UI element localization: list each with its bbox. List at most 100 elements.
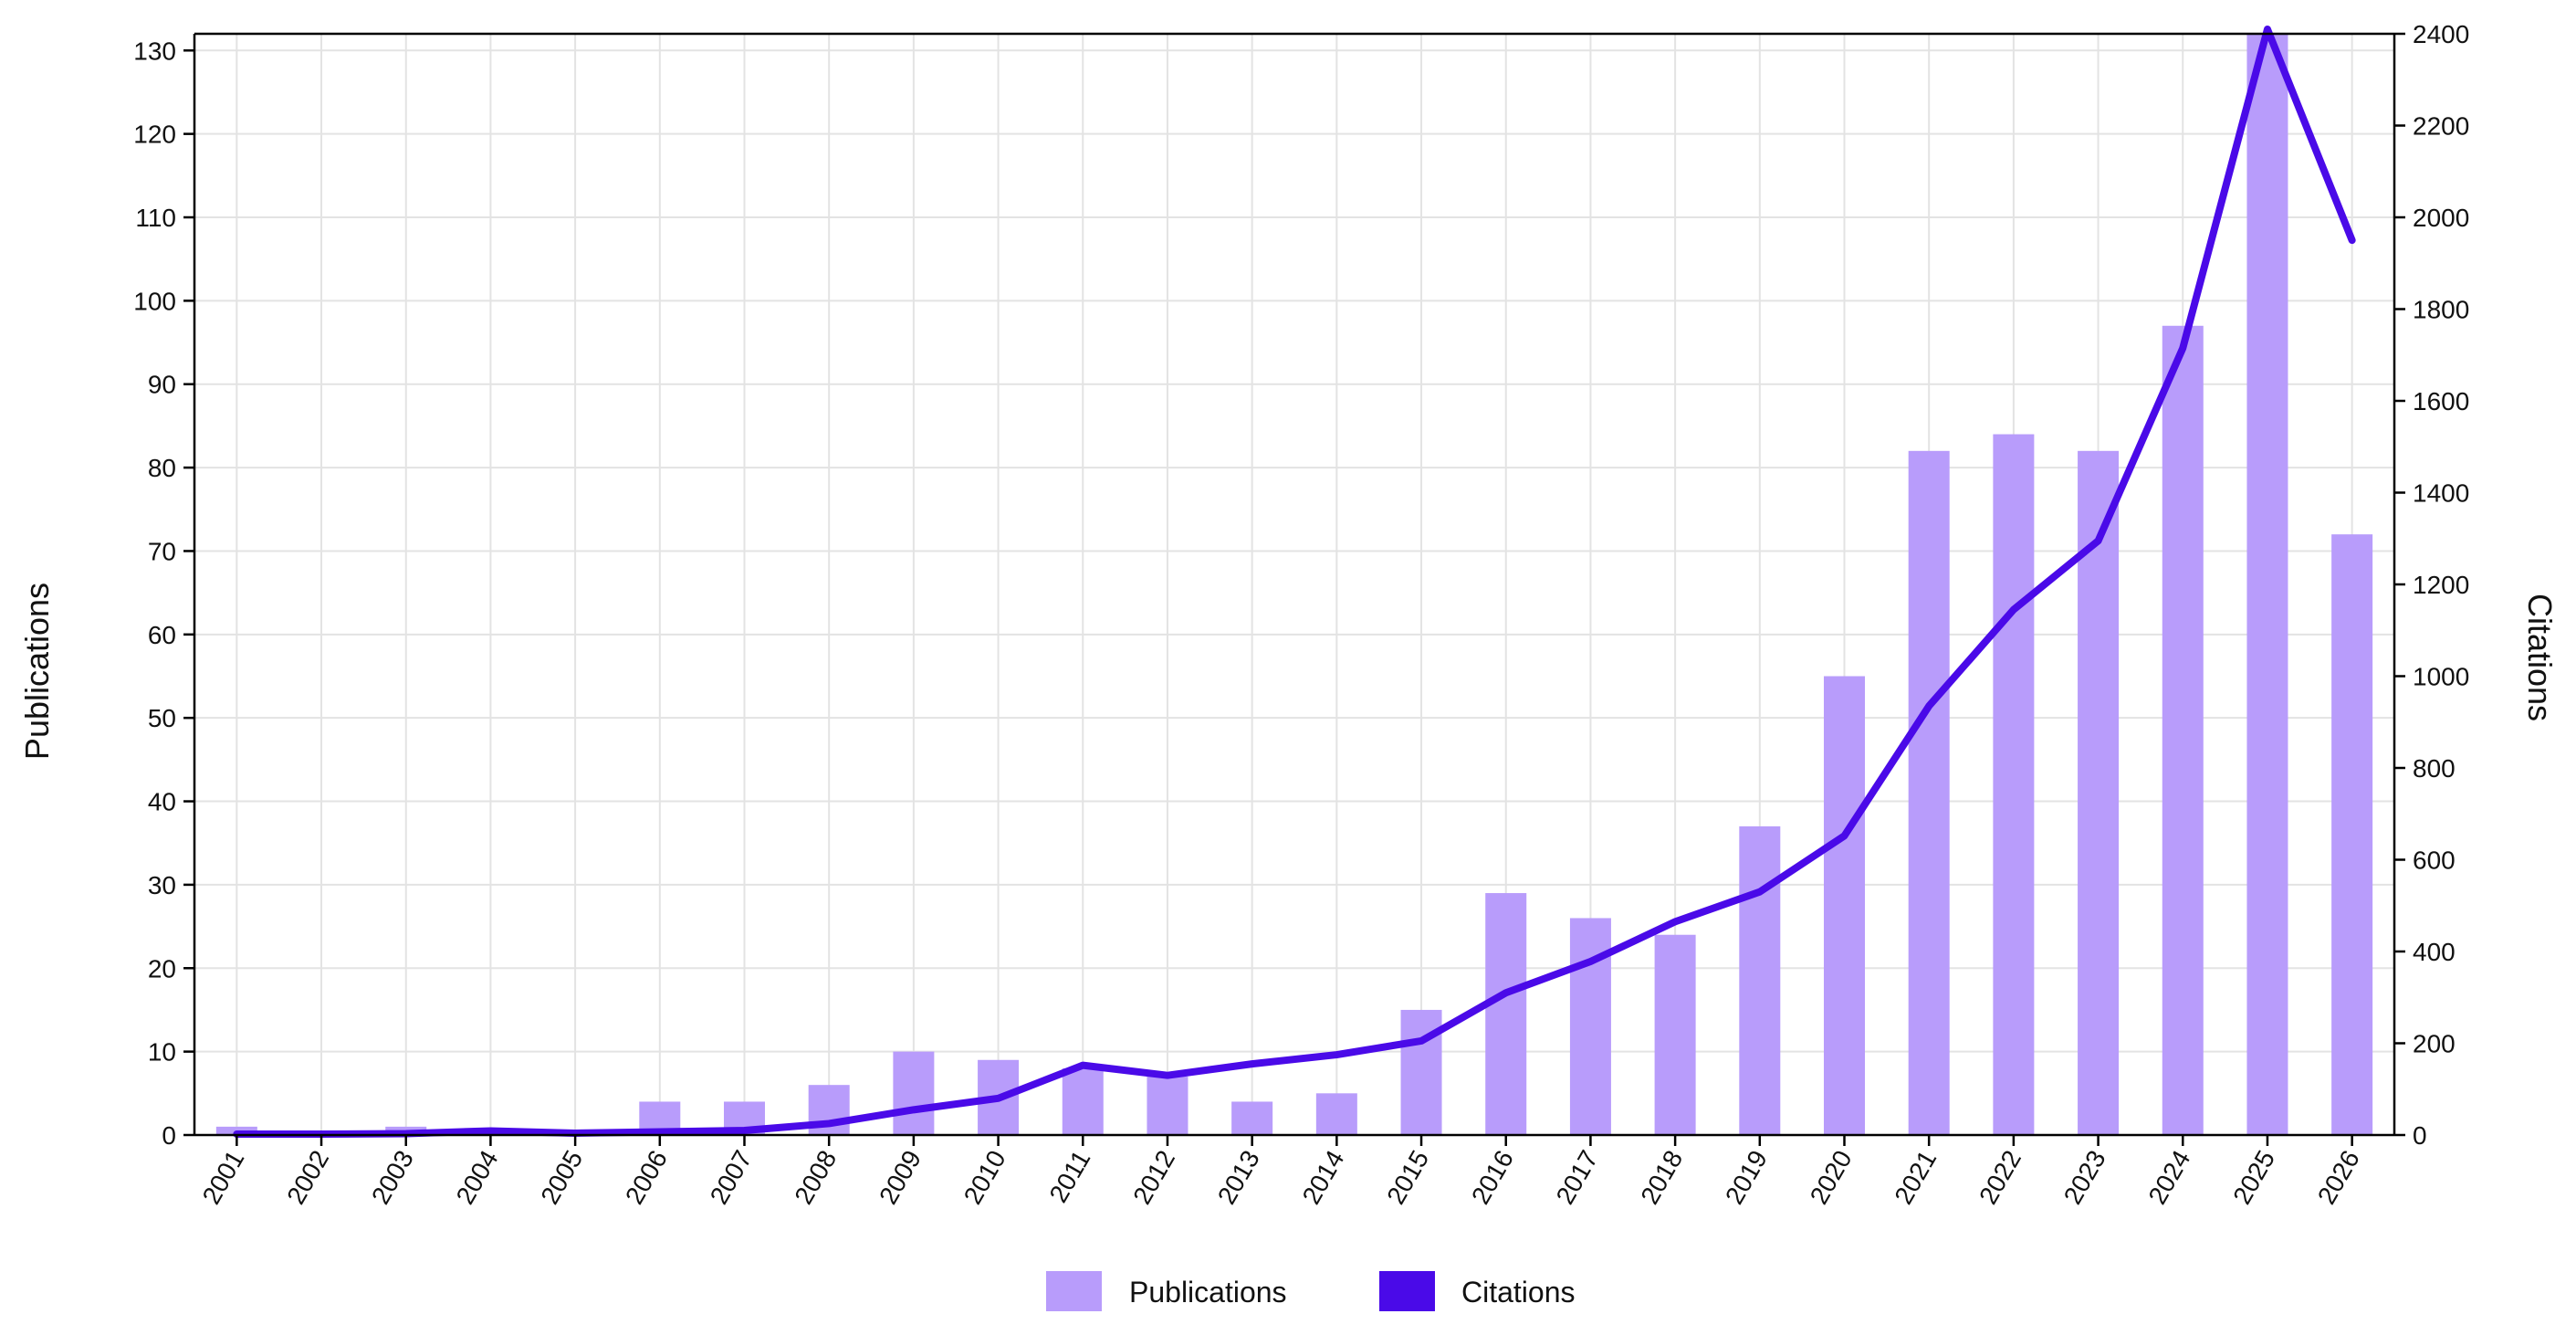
x-tick-label: 2007 (705, 1146, 758, 1209)
x-tick-label: 2012 (1127, 1146, 1180, 1209)
x-tick-label: 2016 (1466, 1146, 1519, 1209)
point-citations-2003 (405, 1132, 407, 1134)
point-citations-2021 (1928, 705, 1930, 707)
x-tick-label: 2009 (874, 1146, 927, 1209)
x-tick-label: 2011 (1044, 1146, 1096, 1208)
x-tick-label: 2020 (1805, 1146, 1858, 1209)
grid (194, 34, 2394, 1136)
x-tick-label: 2023 (2058, 1146, 2111, 1209)
bar-publications-2011 (1062, 1067, 1104, 1135)
bar-publications-2016 (1485, 893, 1527, 1135)
bar-publications-2014 (1315, 1093, 1357, 1135)
bar-publications-2021 (1908, 450, 1950, 1135)
bar-publications-2026 (2331, 534, 2373, 1135)
point-citations-2006 (659, 1130, 661, 1132)
y-tick-label-right: 2200 (2413, 112, 2469, 141)
y-tick-label-left: 100 (133, 287, 176, 315)
x-tick-label: 2019 (1720, 1146, 1773, 1209)
point-citations-2018 (1674, 920, 1676, 922)
bar-publications-2022 (1993, 434, 2035, 1136)
bar-publications-2024 (2162, 325, 2204, 1136)
y-tick-label-left: 120 (133, 121, 176, 149)
x-tick-label: 2014 (1297, 1146, 1350, 1209)
legend-swatch-publications (1046, 1271, 1102, 1311)
x-tick-label: 2026 (2312, 1146, 2365, 1209)
y-tick-label-left: 80 (148, 454, 176, 482)
y-tick-label-left: 30 (148, 871, 176, 899)
y-axis-title-right: Citations (2521, 594, 2559, 721)
y-tick-label-right: 800 (2413, 754, 2456, 783)
y-tick-label-right: 200 (2413, 1030, 2456, 1058)
tick-labels: 0 10 20 30 40 50 60 70 80 90 100 110 120 130 0 200 400 60… (133, 20, 2469, 1209)
legend-swatch-citations (1379, 1271, 1435, 1311)
x-tick-label: 2015 (1381, 1146, 1434, 1209)
point-citations-2008 (828, 1122, 830, 1124)
bar-publications-2013 (1231, 1101, 1273, 1135)
point-citations-2013 (1251, 1063, 1253, 1065)
bar-publications-2009 (893, 1051, 935, 1135)
y-tick-label-right: 600 (2413, 846, 2456, 875)
point-citations-2005 (574, 1132, 576, 1134)
y-tick-label-right: 2000 (2413, 204, 2469, 232)
y-tick-label-right: 1000 (2413, 663, 2469, 691)
x-tick-label: 2018 (1635, 1146, 1688, 1209)
bar-publications-2023 (2078, 450, 2120, 1135)
x-tick-label: 2017 (1551, 1146, 1604, 1209)
y-tick-label-left: 0 (162, 1121, 176, 1150)
legend-label-citations: Citations (1461, 1276, 1576, 1309)
y-tick-label-right: 0 (2413, 1121, 2427, 1150)
x-tick-label: 2024 (2142, 1146, 2195, 1209)
y-tick-label-right: 1600 (2413, 387, 2469, 415)
x-tick-label: 2003 (366, 1146, 419, 1209)
point-citations-2009 (913, 1109, 915, 1110)
y-tick-label-left: 110 (135, 204, 176, 232)
x-tick-label: 2008 (789, 1146, 842, 1209)
point-citations-2011 (1082, 1065, 1084, 1067)
legend: Publications Citations (1046, 1271, 1576, 1311)
bar-publications-2012 (1147, 1077, 1189, 1135)
bar-publications-2025 (2246, 34, 2288, 1135)
point-citations-2022 (2013, 609, 2015, 611)
y-tick-label-left: 50 (148, 704, 176, 732)
bar-publications-2020 (1824, 676, 1865, 1135)
y-tick-label-right: 400 (2413, 938, 2456, 966)
point-citations-2014 (1335, 1054, 1337, 1056)
y-tick-label-left: 70 (148, 537, 176, 565)
y-tick-label-right: 1400 (2413, 479, 2469, 508)
y-tick-label-left: 20 (148, 954, 176, 983)
y-tick-label-left: 90 (148, 371, 176, 399)
x-tick-label: 2002 (281, 1146, 334, 1209)
publications-bars (215, 34, 2373, 1136)
x-tick-label: 2022 (1974, 1146, 2026, 1209)
x-tick-label: 2013 (1212, 1146, 1265, 1209)
citations-line-layer (233, 25, 2356, 1138)
x-tick-label: 2004 (451, 1146, 504, 1209)
x-tick-label: 2005 (535, 1146, 588, 1209)
x-tick-label: 2006 (620, 1146, 673, 1209)
bar-publications-2019 (1739, 825, 1781, 1135)
point-citations-2026 (2351, 239, 2353, 241)
y-tick-label-left: 40 (148, 788, 176, 816)
x-tick-label: 2021 (1889, 1146, 1942, 1209)
legend-label-publications: Publications (1129, 1276, 1287, 1309)
y-tick-label-right: 1200 (2413, 571, 2469, 599)
x-tick-label: 2001 (197, 1146, 250, 1209)
y-tick-label-left: 60 (148, 621, 176, 649)
bar-publications-2018 (1654, 934, 1696, 1135)
x-tick-label: 2010 (958, 1146, 1011, 1209)
y-tick-label-left: 130 (133, 37, 176, 65)
y-tick-label-left: 10 (148, 1038, 176, 1067)
point-citations-2012 (1167, 1075, 1168, 1077)
x-tick-label: 2025 (2227, 1146, 2280, 1209)
series-line-citations (233, 25, 2356, 1138)
bar-publications-2017 (1569, 918, 1611, 1135)
y-tick-label-right: 2400 (2413, 20, 2469, 48)
point-citations-2015 (1420, 1040, 1422, 1042)
y-tick-label-right: 1800 (2413, 296, 2469, 324)
point-citations-2004 (489, 1130, 491, 1131)
point-citations-2019 (1759, 891, 1761, 893)
y-axis-title-left: Publications (18, 583, 56, 760)
axes (183, 32, 2405, 1146)
